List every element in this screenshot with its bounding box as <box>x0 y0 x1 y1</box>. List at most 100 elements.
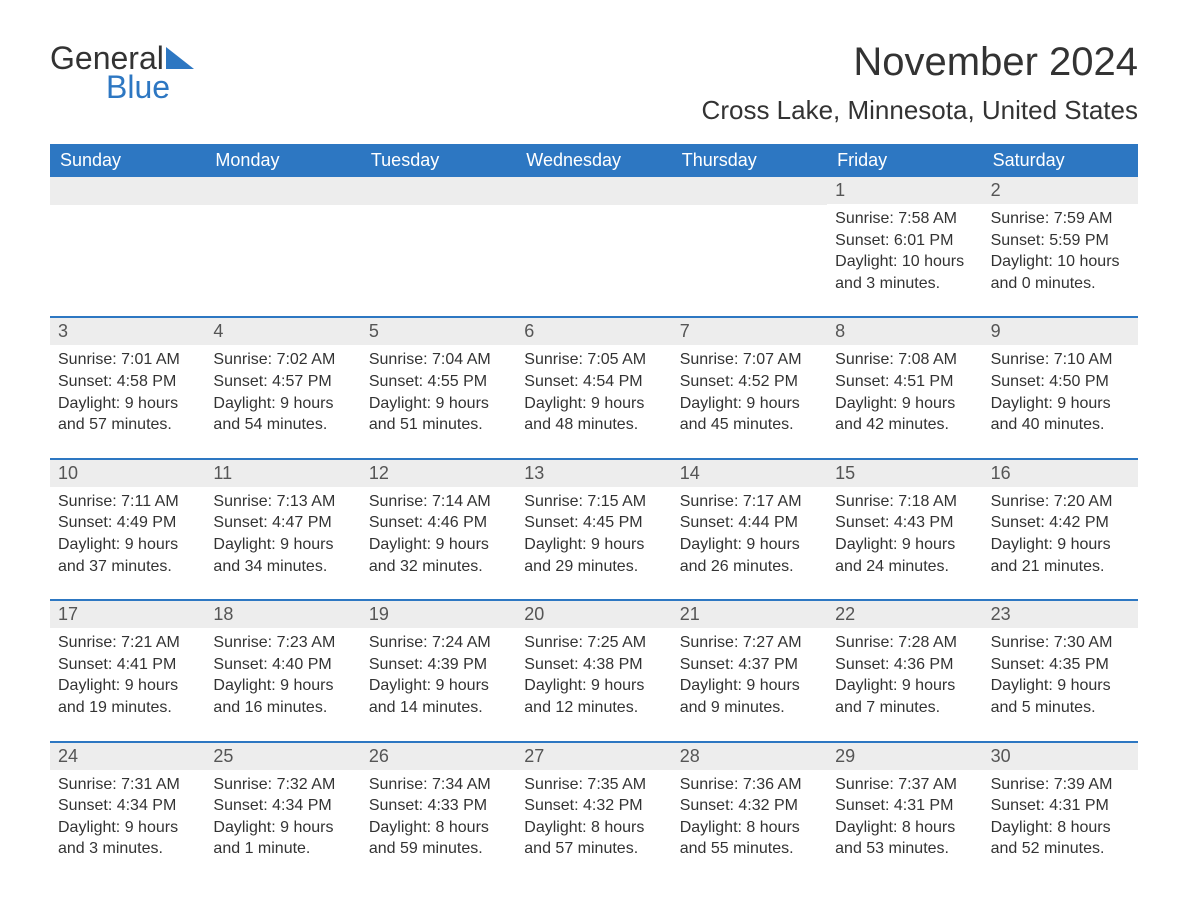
day-number: 9 <box>983 318 1138 345</box>
day-details: Sunrise: 7:39 AMSunset: 4:31 PMDaylight:… <box>983 770 1138 868</box>
sunset-text: Sunset: 4:38 PM <box>524 654 663 676</box>
daylight-text-1: Daylight: 9 hours <box>524 534 663 556</box>
sunrise-text: Sunrise: 7:32 AM <box>213 774 352 796</box>
daylight-text-2: and 29 minutes. <box>524 556 663 578</box>
sunrise-text: Sunrise: 7:14 AM <box>369 491 508 513</box>
day-details: Sunrise: 7:35 AMSunset: 4:32 PMDaylight:… <box>516 770 671 868</box>
logo: General Blue <box>50 40 194 106</box>
day-details: Sunrise: 7:36 AMSunset: 4:32 PMDaylight:… <box>672 770 827 868</box>
day-number: 18 <box>205 601 360 628</box>
sunset-text: Sunset: 4:54 PM <box>524 371 663 393</box>
sunset-text: Sunset: 4:32 PM <box>680 795 819 817</box>
daylight-text-1: Daylight: 9 hours <box>835 534 974 556</box>
sunset-text: Sunset: 4:36 PM <box>835 654 974 676</box>
sunset-text: Sunset: 4:35 PM <box>991 654 1130 676</box>
daylight-text-1: Daylight: 9 hours <box>213 534 352 556</box>
daylight-text-1: Daylight: 8 hours <box>991 817 1130 839</box>
sunrise-text: Sunrise: 7:04 AM <box>369 349 508 371</box>
empty-day-header <box>205 177 360 205</box>
day-details: Sunrise: 7:34 AMSunset: 4:33 PMDaylight:… <box>361 770 516 868</box>
daylight-text-1: Daylight: 8 hours <box>680 817 819 839</box>
daylight-text-2: and 14 minutes. <box>369 697 508 719</box>
daylight-text-2: and 3 minutes. <box>58 838 197 860</box>
day-cell: 3Sunrise: 7:01 AMSunset: 4:58 PMDaylight… <box>50 318 205 443</box>
week-row: 1Sunrise: 7:58 AMSunset: 6:01 PMDaylight… <box>50 177 1138 302</box>
day-cell: 17Sunrise: 7:21 AMSunset: 4:41 PMDayligh… <box>50 601 205 726</box>
daylight-text-1: Daylight: 8 hours <box>835 817 974 839</box>
day-cell: 21Sunrise: 7:27 AMSunset: 4:37 PMDayligh… <box>672 601 827 726</box>
week-row: 10Sunrise: 7:11 AMSunset: 4:49 PMDayligh… <box>50 458 1138 585</box>
daylight-text-1: Daylight: 9 hours <box>680 534 819 556</box>
sunset-text: Sunset: 4:47 PM <box>213 512 352 534</box>
sunrise-text: Sunrise: 7:17 AM <box>680 491 819 513</box>
day-cell: 5Sunrise: 7:04 AMSunset: 4:55 PMDaylight… <box>361 318 516 443</box>
sunrise-text: Sunrise: 7:39 AM <box>991 774 1130 796</box>
sunset-text: Sunset: 4:31 PM <box>991 795 1130 817</box>
day-number: 12 <box>361 460 516 487</box>
daylight-text-2: and 37 minutes. <box>58 556 197 578</box>
sunset-text: Sunset: 4:34 PM <box>213 795 352 817</box>
day-number: 13 <box>516 460 671 487</box>
day-number: 14 <box>672 460 827 487</box>
sunrise-text: Sunrise: 7:05 AM <box>524 349 663 371</box>
day-cell: 26Sunrise: 7:34 AMSunset: 4:33 PMDayligh… <box>361 743 516 868</box>
daylight-text-1: Daylight: 9 hours <box>680 393 819 415</box>
day-number: 2 <box>983 177 1138 204</box>
sunset-text: Sunset: 4:42 PM <box>991 512 1130 534</box>
empty-day-header <box>516 177 671 205</box>
sunrise-text: Sunrise: 7:27 AM <box>680 632 819 654</box>
sunset-text: Sunset: 4:50 PM <box>991 371 1130 393</box>
day-number: 26 <box>361 743 516 770</box>
daylight-text-1: Daylight: 9 hours <box>991 675 1130 697</box>
calendar: SundayMondayTuesdayWednesdayThursdayFrid… <box>50 144 1138 868</box>
day-number: 16 <box>983 460 1138 487</box>
sunrise-text: Sunrise: 7:28 AM <box>835 632 974 654</box>
daylight-text-1: Daylight: 9 hours <box>58 817 197 839</box>
day-number: 24 <box>50 743 205 770</box>
day-number: 22 <box>827 601 982 628</box>
daylight-text-2: and 0 minutes. <box>991 273 1130 295</box>
sunrise-text: Sunrise: 7:24 AM <box>369 632 508 654</box>
day-number: 29 <box>827 743 982 770</box>
day-details: Sunrise: 7:20 AMSunset: 4:42 PMDaylight:… <box>983 487 1138 585</box>
day-details: Sunrise: 7:04 AMSunset: 4:55 PMDaylight:… <box>361 345 516 443</box>
day-number: 17 <box>50 601 205 628</box>
daylight-text-1: Daylight: 9 hours <box>58 393 197 415</box>
day-number: 7 <box>672 318 827 345</box>
day-cell: 14Sunrise: 7:17 AMSunset: 4:44 PMDayligh… <box>672 460 827 585</box>
sunrise-text: Sunrise: 7:11 AM <box>58 491 197 513</box>
weekday-header-cell: Friday <box>827 144 982 177</box>
day-cell: 8Sunrise: 7:08 AMSunset: 4:51 PMDaylight… <box>827 318 982 443</box>
sunset-text: Sunset: 4:39 PM <box>369 654 508 676</box>
sunrise-text: Sunrise: 7:36 AM <box>680 774 819 796</box>
day-cell: 22Sunrise: 7:28 AMSunset: 4:36 PMDayligh… <box>827 601 982 726</box>
sunrise-text: Sunrise: 7:58 AM <box>835 208 974 230</box>
daylight-text-2: and 40 minutes. <box>991 414 1130 436</box>
day-cell: 25Sunrise: 7:32 AMSunset: 4:34 PMDayligh… <box>205 743 360 868</box>
day-details: Sunrise: 7:25 AMSunset: 4:38 PMDaylight:… <box>516 628 671 726</box>
sunrise-text: Sunrise: 7:08 AM <box>835 349 974 371</box>
day-number: 25 <box>205 743 360 770</box>
empty-day-header <box>50 177 205 205</box>
day-cell <box>205 177 360 302</box>
daylight-text-2: and 9 minutes. <box>680 697 819 719</box>
sunset-text: Sunset: 4:57 PM <box>213 371 352 393</box>
week-row: 3Sunrise: 7:01 AMSunset: 4:58 PMDaylight… <box>50 316 1138 443</box>
day-details: Sunrise: 7:59 AMSunset: 5:59 PMDaylight:… <box>983 204 1138 302</box>
daylight-text-1: Daylight: 9 hours <box>213 675 352 697</box>
daylight-text-1: Daylight: 9 hours <box>524 393 663 415</box>
weekday-header-cell: Saturday <box>983 144 1138 177</box>
sunrise-text: Sunrise: 7:34 AM <box>369 774 508 796</box>
daylight-text-1: Daylight: 9 hours <box>835 393 974 415</box>
weekday-header-cell: Tuesday <box>361 144 516 177</box>
day-number: 5 <box>361 318 516 345</box>
day-cell: 30Sunrise: 7:39 AMSunset: 4:31 PMDayligh… <box>983 743 1138 868</box>
daylight-text-2: and 26 minutes. <box>680 556 819 578</box>
day-cell: 10Sunrise: 7:11 AMSunset: 4:49 PMDayligh… <box>50 460 205 585</box>
page-header: General Blue November 2024 Cross Lake, M… <box>50 40 1138 126</box>
day-number: 15 <box>827 460 982 487</box>
sunrise-text: Sunrise: 7:10 AM <box>991 349 1130 371</box>
daylight-text-2: and 42 minutes. <box>835 414 974 436</box>
day-cell: 27Sunrise: 7:35 AMSunset: 4:32 PMDayligh… <box>516 743 671 868</box>
day-number: 19 <box>361 601 516 628</box>
